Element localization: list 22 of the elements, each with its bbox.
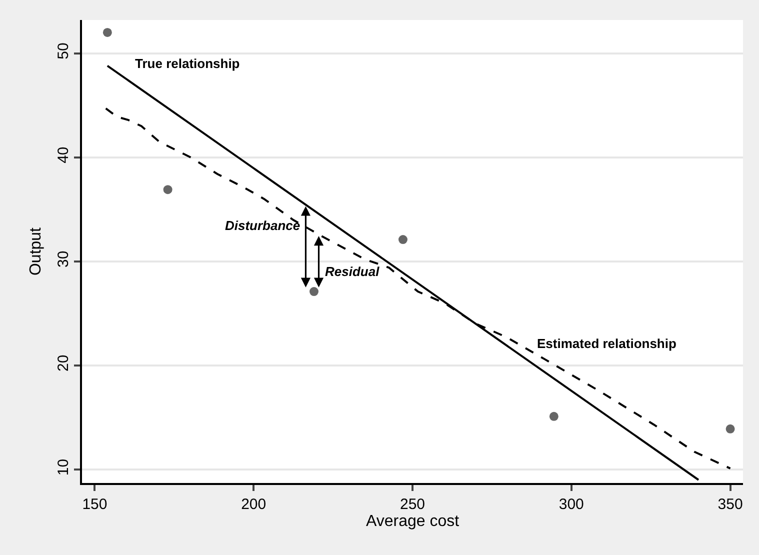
y-tick-label: 30	[55, 250, 72, 268]
point	[102, 28, 112, 37]
series-label: True relationship	[135, 56, 240, 71]
x-tick-label: 300	[558, 496, 584, 513]
annotation: Residual	[325, 264, 380, 279]
x-tick-label: 150	[82, 496, 108, 513]
x-tick-label: 350	[718, 496, 743, 513]
point	[309, 287, 318, 296]
point	[549, 412, 558, 421]
y-axis-title: Output	[27, 226, 44, 276]
x-tick-label: 250	[400, 496, 426, 513]
y-tick-label: 20	[55, 354, 72, 372]
point	[726, 424, 735, 434]
y-tick-label: 10	[55, 458, 72, 476]
x-axis-title: Average cost	[366, 513, 460, 530]
point	[163, 185, 172, 194]
y-tick-label: 40	[55, 146, 72, 164]
y-tick-label: 50	[55, 42, 72, 60]
point	[398, 235, 408, 244]
annotation: Disturbance	[225, 218, 300, 233]
x-tick-label: 200	[241, 496, 266, 513]
series-label: Estimated relationship	[537, 336, 676, 351]
